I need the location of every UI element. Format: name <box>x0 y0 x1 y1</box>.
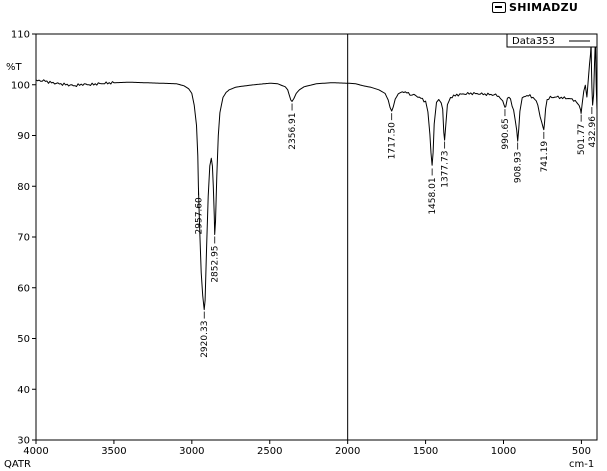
peak-annotation: 908.93 <box>514 142 524 184</box>
x-tick-label: 1500 <box>413 446 438 457</box>
peak-label: 741.19 <box>540 141 550 173</box>
peak-annotation: 2852.95 <box>211 236 221 283</box>
shimadzu-logo-icon <box>492 2 506 13</box>
x-axis-label: cm-1 <box>569 459 594 470</box>
legend-box <box>506 33 598 48</box>
y-axis-ticks: 30 40 50 60 70 80 90 100 110 <box>11 30 36 447</box>
peak-annotation: 2920.33 <box>200 311 210 358</box>
x-tick-label: 3000 <box>179 446 204 457</box>
peak-label: 2957.60 <box>194 197 204 234</box>
peak-annotation: 2356.91 <box>288 103 298 150</box>
peak-label: 2356.91 <box>288 112 298 149</box>
y-tick-label: 50 <box>17 334 30 345</box>
peak-label: 2920.33 <box>200 321 210 358</box>
legend: Data353 <box>506 33 598 48</box>
peak-label: 1377.73 <box>441 151 451 188</box>
y-axis-label: %T <box>6 62 23 73</box>
peak-annotation: 1377.73 <box>441 141 451 188</box>
peak-annotation: 501.77 <box>577 114 587 156</box>
y-tick-label: 80 <box>17 182 30 193</box>
peak-label: 501.77 <box>577 124 587 156</box>
peak-label: 908.93 <box>514 152 524 184</box>
y-tick-label: 110 <box>11 30 30 41</box>
spectrum-series <box>35 38 598 311</box>
x-tick-label: 3500 <box>101 446 126 457</box>
peak-annotation: 990.65 <box>501 109 511 150</box>
peak-label: 2852.95 <box>211 245 221 282</box>
peak-annotation: 1458.01 <box>428 168 438 215</box>
peak-annotations: 2957.60 2920.33 2852.95 2356.91 1717.50 1458.… <box>194 103 598 358</box>
peak-annotation: 741.19 <box>540 131 550 173</box>
peak-label: 1458.01 <box>428 177 438 214</box>
y-tick-label: 30 <box>17 436 30 447</box>
spectrum-line <box>35 38 598 311</box>
x-axis-ticks: 4000 3500 3000 2500 2000 1500 1000 500 <box>23 440 591 457</box>
plot-frame <box>35 33 598 441</box>
peak-label: 990.65 <box>501 118 511 150</box>
y-tick-label: 40 <box>17 385 30 396</box>
x-corner-label: QATR <box>4 459 31 470</box>
peak-annotation: 432.96 <box>588 107 598 148</box>
brand-name: SHIMADZU <box>509 1 579 14</box>
x-tick-label: 2500 <box>257 446 282 457</box>
legend-series-name: Data353 <box>512 36 555 47</box>
y-tick-label: 90 <box>17 131 30 142</box>
y-tick-label: 100 <box>11 80 30 91</box>
y-tick-label: 70 <box>17 233 30 244</box>
x-tick-label: 4000 <box>23 446 48 457</box>
x-tick-label: 500 <box>572 446 591 457</box>
x-tick-label: 2000 <box>335 446 360 457</box>
peak-label: 432.96 <box>588 116 598 148</box>
brand-logo: SHIMADZU <box>492 1 578 14</box>
x-tick-label: 1000 <box>491 446 516 457</box>
y-tick-label: 60 <box>17 283 30 294</box>
peak-annotation: 1717.50 <box>388 113 398 159</box>
peak-label: 1717.50 <box>388 122 398 159</box>
peak-annotation: 2957.60 <box>194 188 204 234</box>
